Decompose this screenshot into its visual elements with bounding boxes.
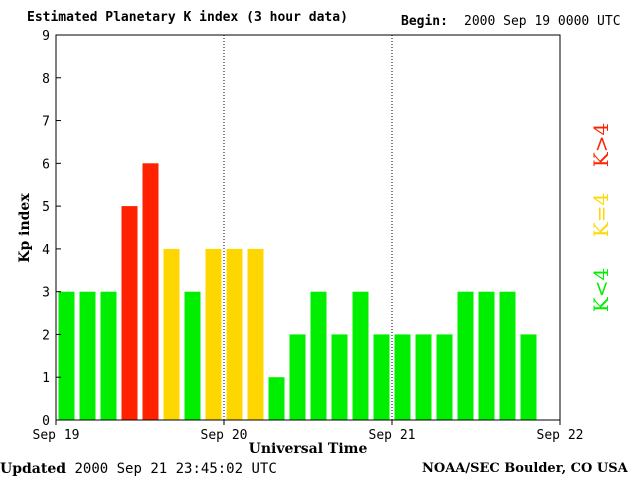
kp-bar [352,291,369,420]
y-tick-label: 6 [42,157,50,172]
begin-label: Begin: [401,14,448,29]
y-tick-label: 5 [42,200,50,215]
chart-title: Estimated Planetary K index (3 hour data… [27,10,348,25]
y-ticks-group: 0 1 2 3 4 5 6 7 8 9 [42,29,61,429]
kp-bar [373,334,390,420]
legend-entry: K<4 [589,268,613,312]
credit-text: NOAA/SEC Boulder, CO USA [422,461,628,476]
begin-value: 2000 Sep 19 0000 UTC [464,14,621,29]
legend-group: K<4 K=4 K>4 [589,123,613,312]
y-tick-label: 0 [42,414,50,429]
y-tick-label: 2 [42,328,50,343]
y-tick-label: 9 [42,29,50,44]
kp-bar [247,248,264,420]
kp-bar [436,334,453,420]
kp-bar [478,291,495,420]
x-ticks-group: Sep 19 Sep 20 Sep 21 Sep 22 [33,420,584,443]
x-tick-label: Sep 19 [33,428,80,443]
kp-bar [58,291,75,420]
y-tick-label: 7 [42,115,50,130]
kp-bar [205,248,222,420]
kp-bar [520,334,537,420]
axes-group [55,34,561,421]
legend-entry: K=4 [589,193,613,237]
x-tick-label: Sep 21 [369,428,416,443]
kp-bar [79,291,96,420]
x-axis-label: Universal Time [249,441,368,457]
kp-bar [310,291,327,420]
plot-frame [55,34,561,421]
y-tick-label: 4 [42,243,50,258]
updated-label: Updated [0,461,67,477]
y-tick-label: 8 [42,72,50,87]
kp-bar [184,291,201,420]
y-tick-label: 1 [42,371,50,386]
kp-bar [142,163,159,421]
kp-bar [163,248,180,420]
kp-bar [499,291,516,420]
kp-bar [289,334,306,420]
y-tick-label: 3 [42,286,50,301]
updated-value: 2000 Sep 21 23:45:02 UTC [74,461,277,477]
kp-bar [331,334,348,420]
y-axis-label: Kp index [17,193,33,263]
kp-bar [226,248,243,420]
kp-bar [457,291,474,420]
kp-bar [100,291,117,420]
kp-bar [394,334,411,420]
kp-bar [268,377,285,420]
x-tick-label: Sep 20 [201,428,248,443]
kp-bar [121,206,138,420]
kp-bar [415,334,432,420]
bars-group [58,163,537,421]
x-tick-label: Sep 22 [537,428,584,443]
updated-text: Updated 2000 Sep 21 23:45:02 UTC [0,461,277,477]
legend-entry: K>4 [589,123,613,167]
